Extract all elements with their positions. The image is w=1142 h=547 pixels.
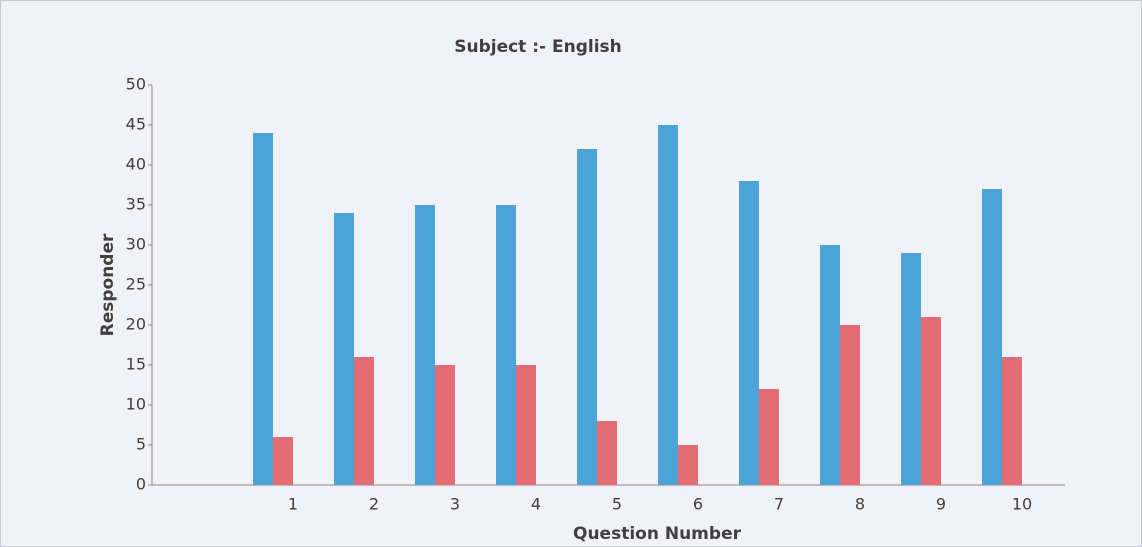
bar	[921, 317, 941, 485]
y-tick-label: 25	[126, 275, 146, 294]
x-axis-title: Question Number	[573, 524, 742, 544]
x-tick-label: 9	[936, 495, 946, 514]
bar	[901, 253, 921, 485]
chart-title: Subject :- English	[454, 37, 622, 57]
y-tick-label: 40	[126, 155, 146, 174]
bar	[435, 365, 455, 485]
y-axis-title: Responder	[98, 233, 118, 336]
x-tick-label: 1	[288, 495, 298, 514]
x-tick-label: 8	[855, 495, 865, 514]
bar	[577, 149, 597, 485]
bar	[253, 133, 273, 485]
bar	[678, 445, 698, 485]
x-tick-label: 5	[612, 495, 622, 514]
y-tick-label: 20	[126, 315, 146, 334]
bar	[415, 205, 435, 485]
y-tick-label: 30	[126, 235, 146, 254]
x-tick-label: 6	[693, 495, 703, 514]
y-tick-label: 50	[126, 75, 146, 94]
bar	[496, 205, 516, 485]
y-tick-label: 45	[126, 115, 146, 134]
bar	[334, 213, 354, 485]
bar	[597, 421, 617, 485]
bar	[820, 245, 840, 485]
bar	[840, 325, 860, 485]
y-tick-label: 5	[136, 435, 146, 454]
x-tick-label: 2	[369, 495, 379, 514]
y-tick-label: 10	[126, 395, 146, 414]
bar	[1002, 357, 1022, 485]
bar	[739, 181, 759, 485]
bar	[273, 437, 293, 485]
bar	[658, 125, 678, 485]
x-tick-label: 4	[531, 495, 541, 514]
bar	[354, 357, 374, 485]
y-tick-label: 0	[136, 475, 146, 494]
y-tick-label: 35	[126, 195, 146, 214]
y-tick-label: 15	[126, 355, 146, 374]
x-tick-label: 3	[450, 495, 460, 514]
bar	[759, 389, 779, 485]
bar	[982, 189, 1002, 485]
x-tick-label: 10	[1012, 495, 1032, 514]
x-tick-label: 7	[774, 495, 784, 514]
bar	[516, 365, 536, 485]
